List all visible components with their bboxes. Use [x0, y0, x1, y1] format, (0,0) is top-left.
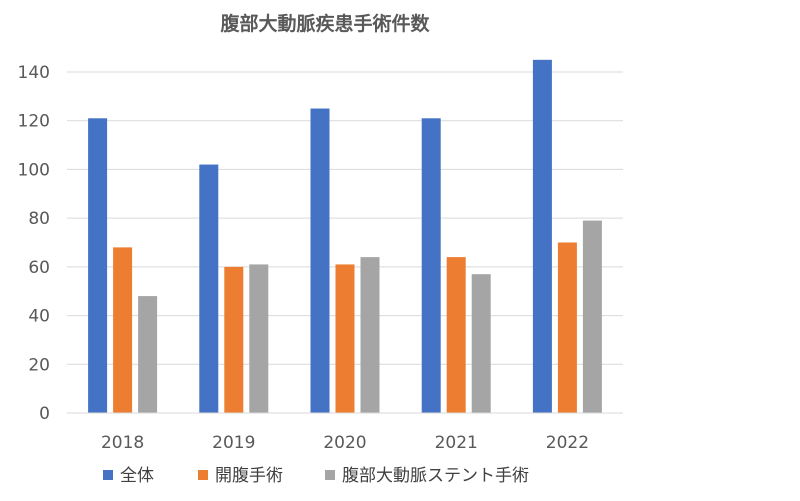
y-tick-label: 0 — [39, 404, 50, 424]
bar-全体-2018 — [88, 118, 108, 414]
x-tick-label: 2021 — [435, 433, 478, 453]
y-tick-label: 80 — [28, 209, 50, 229]
bar-開腹手術-2019 — [224, 266, 244, 413]
y-tick-label: 40 — [28, 307, 50, 327]
y-tick-label: 140 — [18, 63, 50, 83]
x-tick-label: 2020 — [323, 433, 366, 453]
chart-title: 腹部大動脈疾患手術件数 — [219, 12, 430, 35]
bar-腹部大動脈ステント手術-2022 — [582, 220, 602, 413]
y-axis-ticks: 0 20 40 60 80 100 120 140 — [18, 63, 50, 424]
legend-label: 開腹手術 — [215, 466, 283, 486]
bar-開腹手術-2018 — [113, 247, 133, 413]
x-axis-ticks: 2018 2019 2020 2021 2022 — [101, 433, 589, 453]
bar-全体-2021 — [421, 118, 441, 414]
bar-全体-2020 — [310, 108, 330, 414]
bar-腹部大動脈ステント手術-2020 — [360, 257, 380, 413]
y-tick-label: 20 — [28, 355, 50, 375]
x-tick-label: 2018 — [101, 433, 144, 453]
bar-開腹手術-2022 — [557, 242, 577, 413]
legend-label: 腹部大動脈ステント手術 — [342, 466, 529, 486]
x-tick-label: 2019 — [212, 433, 255, 453]
y-tick-label: 60 — [28, 258, 50, 278]
bar-全体-2019 — [199, 164, 219, 413]
legend-swatch — [103, 470, 113, 480]
legend-label: 全体 — [120, 466, 154, 486]
bar-開腹手術-2020 — [335, 264, 355, 413]
x-tick-label: 2022 — [546, 433, 589, 453]
bar-腹部大動脈ステント手術-2018 — [138, 296, 158, 413]
legend: 全体 開腹手術 腹部大動脈ステント手術 — [103, 466, 529, 486]
bar-腹部大動脈ステント手術-2019 — [249, 264, 269, 413]
bar-全体-2022 — [532, 59, 552, 413]
y-tick-label: 100 — [18, 160, 50, 180]
y-tick-label: 120 — [18, 112, 50, 132]
legend-swatch — [325, 470, 335, 480]
bars — [88, 59, 602, 414]
legend-swatch — [198, 470, 208, 480]
bar-腹部大動脈ステント手術-2021 — [471, 274, 491, 413]
bar-開腹手術-2021 — [446, 257, 466, 413]
